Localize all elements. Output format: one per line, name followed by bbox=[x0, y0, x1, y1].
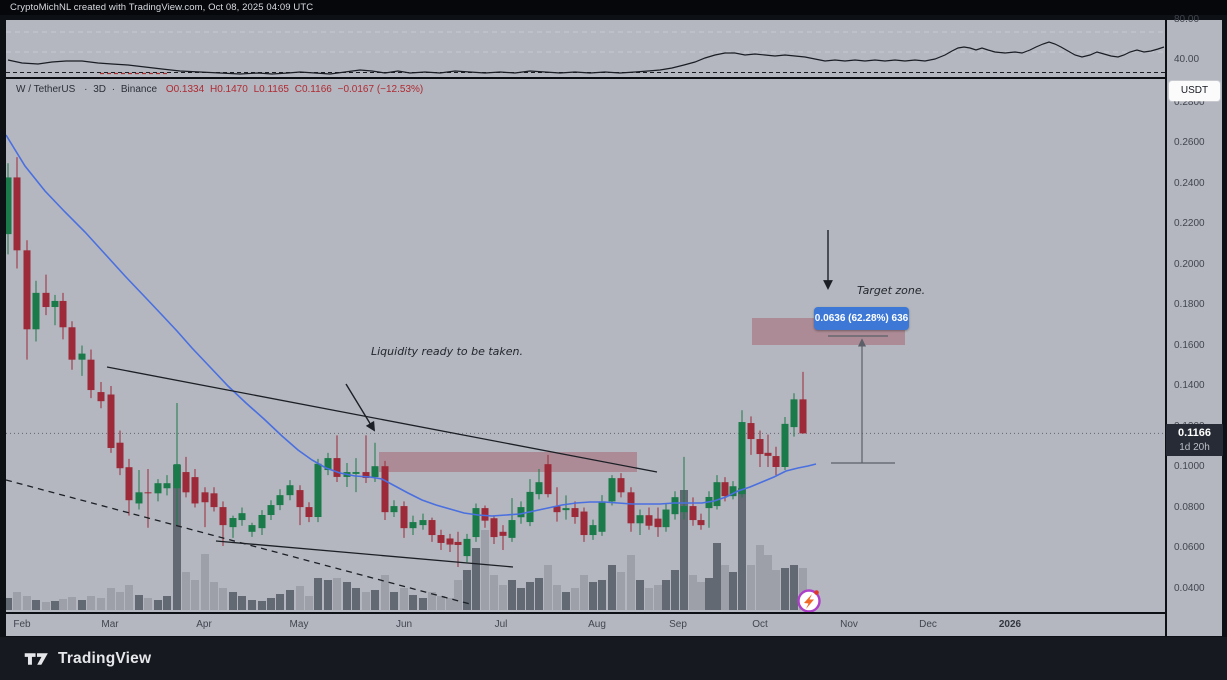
time-label: Feb bbox=[13, 619, 31, 630]
price-tick: 0.0800 bbox=[1174, 501, 1205, 513]
price-tick: 0.1400 bbox=[1174, 380, 1205, 391]
price-tick: 0.1000 bbox=[1174, 461, 1205, 472]
indicator-pane[interactable] bbox=[6, 20, 1165, 77]
ohlc-low: L0.1165 bbox=[253, 84, 289, 95]
snapshot-titlebar: CryptoMichNL created with TradingView.co… bbox=[0, 0, 1227, 15]
time-label: Dec bbox=[919, 619, 937, 630]
current-price-label: 0.1166 1d 20h bbox=[1166, 424, 1223, 456]
price-tick: 0.0400 bbox=[1174, 582, 1205, 594]
price-tick: 0.2000 bbox=[1174, 258, 1205, 270]
separator: · bbox=[111, 84, 116, 95]
time-label: Oct bbox=[752, 619, 768, 630]
ohlc-high: H0.1470 bbox=[209, 84, 248, 95]
price-tick: 0.2800 bbox=[1174, 96, 1205, 108]
time-label: Aug bbox=[588, 619, 606, 630]
tradingview-wordmark: TradingView bbox=[58, 649, 152, 667]
time-label: Jul bbox=[494, 619, 508, 630]
time-label: Sep bbox=[669, 619, 687, 630]
time-label: 2026 bbox=[998, 619, 1022, 630]
indicator-tick: 80.00 bbox=[1174, 14, 1200, 25]
liquidity-annotation: Liquidity ready to be taken. bbox=[371, 345, 524, 358]
symbol-name: W / TetherUS bbox=[16, 84, 76, 95]
price-range-label: 0.0636 (62.28%) 636 bbox=[814, 307, 909, 330]
bar-countdown: 1d 20h bbox=[1179, 442, 1210, 453]
price-tick: 0.2400 bbox=[1174, 177, 1205, 189]
time-label: Apr bbox=[196, 619, 212, 630]
price-tick: 0.1600 bbox=[1174, 339, 1205, 351]
target-zone-annotation: Target zone. bbox=[857, 284, 926, 297]
time-label: Mar bbox=[101, 619, 119, 630]
change-value: −0.0167 (−12.53%) bbox=[337, 84, 424, 95]
time-axis[interactable] bbox=[6, 614, 1165, 636]
exchange-label: Binance bbox=[120, 84, 158, 95]
separator: · bbox=[84, 84, 88, 95]
tradingview-logo-icon bbox=[24, 652, 48, 665]
indicator-tick: 40.00 bbox=[1174, 54, 1200, 65]
current-price-value: 0.1166 bbox=[1177, 427, 1212, 439]
price-axis[interactable] bbox=[1167, 20, 1222, 636]
price-tick: 0.0600 bbox=[1174, 542, 1205, 553]
symbol-header: W / TetherUS · 3D · Binance O0.1334 H0.1… bbox=[16, 84, 426, 95]
currency-toggle-button[interactable]: USDT bbox=[1169, 81, 1220, 101]
tradingview-logo[interactable]: TradingView bbox=[24, 648, 151, 670]
interval-label: 3D bbox=[93, 84, 106, 95]
main-chart-pane[interactable] bbox=[6, 79, 1165, 612]
price-tick: 0.2600 bbox=[1174, 137, 1205, 148]
time-label: Nov bbox=[840, 619, 858, 630]
ohlc-open: O0.1334 bbox=[165, 84, 205, 95]
time-label: May bbox=[289, 619, 309, 630]
time-label: Jun bbox=[395, 619, 413, 630]
price-tick: 0.2200 bbox=[1174, 218, 1205, 229]
price-tick: 0.1800 bbox=[1174, 299, 1205, 310]
footer-bar: TradingView bbox=[0, 637, 1227, 680]
ohlc-close: C0.1166 bbox=[294, 84, 332, 95]
